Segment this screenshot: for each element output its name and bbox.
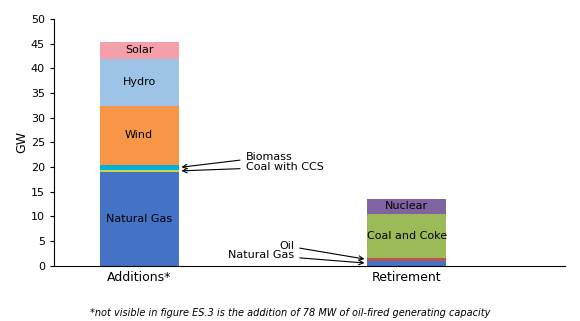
- Text: Oil: Oil: [279, 241, 363, 260]
- Bar: [367, 261, 447, 266]
- Text: Natural Gas: Natural Gas: [106, 214, 172, 224]
- Text: Wind: Wind: [125, 130, 153, 140]
- Bar: [100, 170, 179, 172]
- Bar: [100, 106, 179, 165]
- Bar: [100, 172, 179, 266]
- Text: Coal with CCS: Coal with CCS: [183, 162, 324, 173]
- Bar: [367, 258, 447, 261]
- Text: Nuclear: Nuclear: [385, 202, 429, 212]
- Text: Coal and Coke: Coal and Coke: [367, 231, 447, 241]
- Bar: [100, 59, 179, 106]
- Bar: [367, 199, 447, 214]
- Text: Solar: Solar: [125, 45, 153, 55]
- Bar: [367, 214, 447, 258]
- Text: Hydro: Hydro: [122, 77, 156, 87]
- Text: *not visible in figure ES.3 is the addition of 78 MW of oil-fired generating cap: *not visible in figure ES.3 is the addit…: [90, 308, 490, 318]
- Text: Natural Gas: Natural Gas: [228, 250, 363, 265]
- Y-axis label: GW: GW: [15, 131, 28, 153]
- Bar: [100, 42, 179, 59]
- Text: Biomass: Biomass: [183, 152, 292, 169]
- Bar: [100, 165, 179, 170]
